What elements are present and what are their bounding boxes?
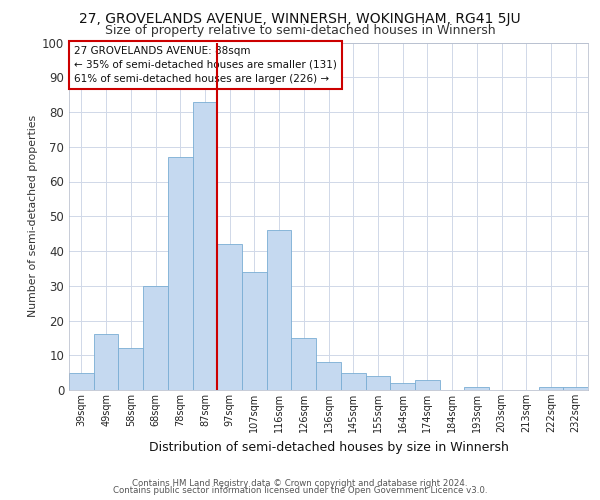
- Bar: [539, 386, 563, 390]
- Bar: [94, 334, 118, 390]
- Bar: [242, 272, 267, 390]
- Bar: [193, 102, 217, 390]
- Bar: [69, 372, 94, 390]
- Bar: [365, 376, 390, 390]
- Y-axis label: Number of semi-detached properties: Number of semi-detached properties: [28, 115, 38, 318]
- Bar: [267, 230, 292, 390]
- Text: 27 GROVELANDS AVENUE: 88sqm
← 35% of semi-detached houses are smaller (131)
61% : 27 GROVELANDS AVENUE: 88sqm ← 35% of sem…: [74, 46, 337, 84]
- Bar: [341, 372, 365, 390]
- X-axis label: Distribution of semi-detached houses by size in Winnersh: Distribution of semi-detached houses by …: [149, 440, 508, 454]
- Bar: [415, 380, 440, 390]
- Bar: [563, 386, 588, 390]
- Bar: [316, 362, 341, 390]
- Bar: [292, 338, 316, 390]
- Text: Contains public sector information licensed under the Open Government Licence v3: Contains public sector information licen…: [113, 486, 487, 495]
- Bar: [143, 286, 168, 390]
- Text: Size of property relative to semi-detached houses in Winnersh: Size of property relative to semi-detach…: [104, 24, 496, 37]
- Bar: [390, 383, 415, 390]
- Text: Contains HM Land Registry data © Crown copyright and database right 2024.: Contains HM Land Registry data © Crown c…: [132, 478, 468, 488]
- Bar: [168, 157, 193, 390]
- Bar: [118, 348, 143, 390]
- Bar: [464, 386, 489, 390]
- Text: 27, GROVELANDS AVENUE, WINNERSH, WOKINGHAM, RG41 5JU: 27, GROVELANDS AVENUE, WINNERSH, WOKINGH…: [79, 12, 521, 26]
- Bar: [217, 244, 242, 390]
